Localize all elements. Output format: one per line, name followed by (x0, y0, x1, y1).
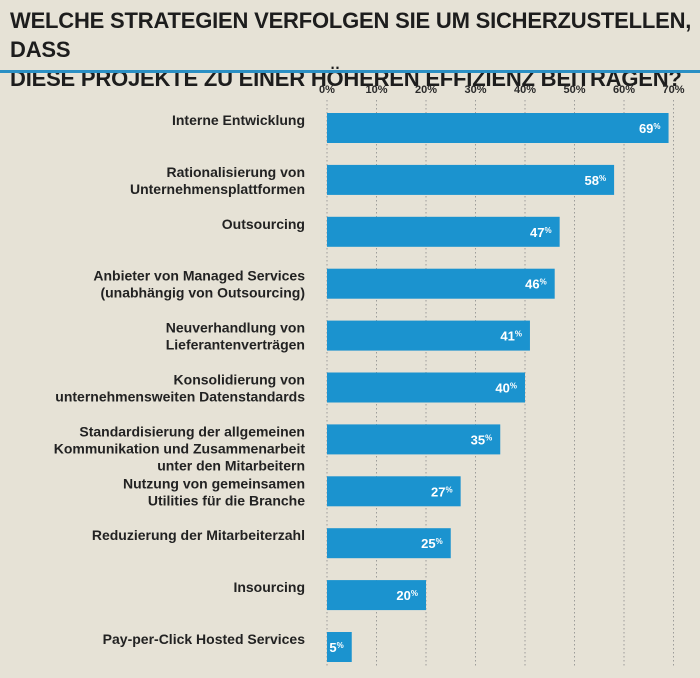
bar (327, 164, 615, 195)
bar (327, 216, 560, 247)
x-tick-label: 50% (563, 84, 585, 96)
bar (327, 528, 451, 559)
category-label: Insourcing (233, 579, 305, 595)
x-tick-label: 30% (464, 84, 486, 96)
bar (327, 632, 352, 662)
x-tick-label: 60% (613, 84, 635, 96)
category-label: Interne Entwicklung (172, 112, 305, 128)
category-label: Rationalisierung von Unternehmensplattfor… (130, 164, 305, 197)
bar (327, 476, 461, 507)
x-tick-label: 10% (365, 84, 387, 96)
bar (327, 320, 530, 351)
title-underline (0, 70, 700, 73)
category-label: Nutzung von gemeinsamen Utilities für die… (123, 475, 305, 508)
category-label: Standardisierung der allgemeinen Kommunik… (54, 423, 306, 473)
x-tick-label: 0% (319, 84, 335, 96)
x-tick-label: 70% (662, 84, 684, 96)
category-label: Outsourcing (222, 216, 305, 232)
category-label: Konsolidierung von unternehmensweiten Dat… (55, 372, 305, 405)
category-label: Anbieter von Managed Services (unabhängig… (93, 268, 305, 301)
category-label: Reduzierung der Mitarbeiterzahl (92, 527, 305, 543)
category-label: Neuverhandlung von Lieferantenverträgen (166, 320, 305, 353)
x-tick-label: 20% (415, 84, 437, 96)
x-tick-label: 40% (514, 84, 536, 96)
bar (327, 372, 525, 403)
category-label: Pay-per-Click Hosted Services (103, 631, 306, 647)
chart-title-line-1: WELCHE STRATEGIEN VERFOLGEN SIE UM SICHE… (10, 8, 692, 62)
bar (327, 268, 555, 299)
bar (327, 424, 501, 455)
bar (327, 580, 426, 611)
bar (327, 113, 669, 143)
